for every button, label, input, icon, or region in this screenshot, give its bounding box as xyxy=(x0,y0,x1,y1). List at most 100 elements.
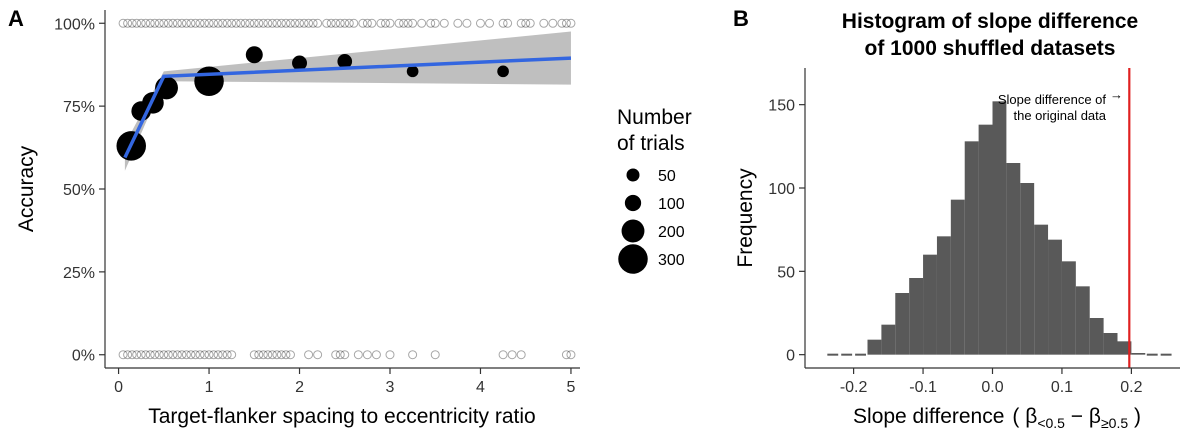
raw-trial-point xyxy=(335,18,345,28)
raw-trial-point xyxy=(227,350,237,360)
x-tick-label: 3 xyxy=(386,379,395,396)
x-tick-label: -0.1 xyxy=(909,379,937,396)
raw-trial-point xyxy=(123,18,133,28)
raw-trial-point xyxy=(561,18,571,28)
y-ticks: 0 50 100 150 xyxy=(768,98,805,365)
raw-trial-point xyxy=(308,18,318,28)
raw-trial-point xyxy=(276,350,286,360)
raw-trial-point xyxy=(299,18,309,28)
histogram-bar xyxy=(950,199,965,355)
histogram-bar xyxy=(964,141,979,355)
histogram-bar xyxy=(1089,318,1104,355)
raw-trial-point xyxy=(163,18,173,28)
raw-trial-point xyxy=(304,350,314,360)
raw-trial-point xyxy=(209,18,219,28)
raw-trial-point xyxy=(340,350,350,360)
raw-trial-point xyxy=(548,18,558,28)
raw-trial-point xyxy=(304,18,314,28)
reference-label-line-1: Slope difference of xyxy=(998,92,1107,107)
x-ticks: 0 1 2 3 4 5 xyxy=(114,368,575,396)
raw-trial-point xyxy=(145,350,155,360)
raw-trial-point xyxy=(258,350,268,360)
raw-trial-point xyxy=(163,350,173,360)
raw-trial-point xyxy=(362,350,372,360)
panel-b-label: B xyxy=(733,6,749,31)
raw-trial-point xyxy=(200,350,210,360)
raw-trial-point xyxy=(209,350,219,360)
raw-trial-point xyxy=(154,350,164,360)
raw-trial-point xyxy=(557,18,567,28)
raw-trial-point xyxy=(426,18,436,28)
histogram-bar xyxy=(992,101,1007,355)
panel-a: A 0 1 2 3 4 5 0% 25% 50% 75% 100% Target-flanker … xyxy=(8,6,692,428)
raw-trial-point xyxy=(525,18,535,28)
raw-trial-point xyxy=(181,18,191,28)
raw-trial-point xyxy=(344,18,354,28)
raw-trial-point xyxy=(430,18,440,28)
histogram-bar xyxy=(1034,224,1049,355)
raw-trial-point xyxy=(340,18,350,28)
raw-trial-point xyxy=(331,18,341,28)
accuracy-point xyxy=(497,65,509,78)
legend-key-label: 300 xyxy=(658,252,685,269)
accuracy-point xyxy=(292,55,308,71)
histogram-bar xyxy=(867,339,882,355)
raw-trial-point xyxy=(249,350,259,360)
y-axis-title: Frequency xyxy=(734,168,757,268)
raw-trial-point xyxy=(218,18,228,28)
accuracy-point xyxy=(337,54,353,69)
histogram-bar xyxy=(1048,239,1062,355)
x-axis-formula-sub-2: ≥0.5 xyxy=(1101,415,1128,430)
raw-trial-point xyxy=(186,18,196,28)
x-axis-formula-open: ( β xyxy=(1012,405,1037,428)
y-tick-label: 0 xyxy=(786,348,795,365)
x-ticks: -0.2 -0.1 0.0 0.1 0.2 xyxy=(840,368,1143,396)
raw-trial-point xyxy=(521,18,531,28)
accuracy-point xyxy=(406,65,419,78)
raw-trial-point xyxy=(132,350,142,360)
histogram-bar xyxy=(1103,333,1118,355)
raw-trial-point xyxy=(150,18,160,28)
raw-trial-point xyxy=(561,350,571,360)
panel-a-label: A xyxy=(8,6,24,31)
raw-trial-point xyxy=(181,350,191,360)
raw-trial-point xyxy=(371,350,381,360)
raw-trial-point xyxy=(503,18,513,28)
histogram-bar xyxy=(895,293,910,355)
accuracy-point xyxy=(245,46,263,64)
histogram-bar xyxy=(1075,286,1090,355)
raw-trial-point xyxy=(539,18,549,28)
x-tick-label: 0 xyxy=(114,379,123,396)
raw-trial-point xyxy=(285,18,295,28)
raw-trial-point xyxy=(227,18,237,28)
raw-trial-point xyxy=(566,18,576,28)
raw-trial-point xyxy=(358,18,368,28)
histogram-bar xyxy=(1006,163,1021,355)
raw-trial-point xyxy=(186,350,196,360)
raw-trial-point xyxy=(439,18,449,28)
raw-trial-point xyxy=(326,18,336,28)
raw-trial-point xyxy=(462,18,472,28)
raw-trial-point xyxy=(353,350,363,360)
reference-label-line-2: the original data xyxy=(1013,108,1106,123)
raw-trial-point xyxy=(276,18,286,28)
raw-trial-point xyxy=(403,18,413,28)
raw-trial-point xyxy=(498,350,508,360)
raw-trial-point xyxy=(159,350,169,360)
chart-title-line-1: Histogram of slope difference xyxy=(842,10,1138,33)
legend-key-label: 200 xyxy=(658,224,685,241)
raw-trial-point xyxy=(367,18,377,28)
raw-trial-point xyxy=(263,18,273,28)
raw-trial-point xyxy=(172,350,182,360)
raw-trial-point xyxy=(485,18,495,28)
raw-trial-point xyxy=(240,18,250,28)
raw-trial-point xyxy=(177,18,187,28)
y-tick-label: 150 xyxy=(768,98,795,115)
raw-trial-point xyxy=(141,350,151,360)
raw-trial-point xyxy=(218,350,228,360)
raw-trial-point xyxy=(127,350,137,360)
x-axis-title: Slope difference ( β<0.5 − β≥0.5 ) xyxy=(853,405,1141,430)
raw-trial-point xyxy=(236,18,246,28)
y-ticks: 0% 25% 50% 75% 100% xyxy=(54,16,105,365)
raw-trial-point xyxy=(331,350,341,360)
